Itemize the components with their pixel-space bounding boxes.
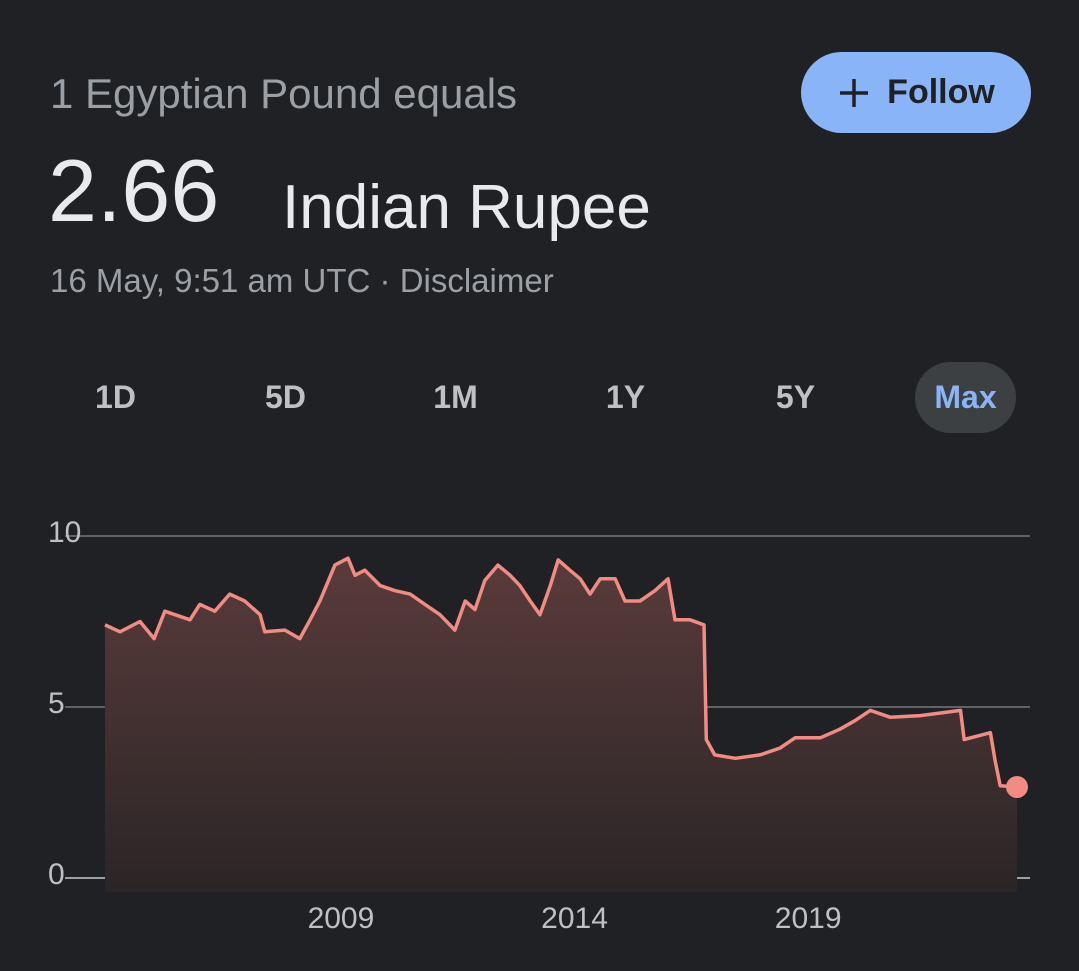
range-tab[interactable]: 5Y (775, 379, 816, 415)
separator: · (379, 262, 391, 299)
last-point (1006, 776, 1028, 799)
line (104, 556, 1018, 789)
disclaimer-link[interactable]: Disclaimer (399, 262, 554, 299)
chart: 0 5 10 2009 2014 2019 (48, 516, 1030, 935)
range-tab[interactable]: 1D (95, 379, 136, 415)
y-tick-label: 10 (48, 516, 81, 549)
y-tick-label: 0 (48, 858, 65, 891)
timestamp: 16 May, 9:51 am UTC (50, 262, 371, 299)
x-tick-label: 2014 (541, 902, 608, 935)
y-tick-label: 5 (48, 687, 65, 720)
follow-label: Follow (887, 73, 995, 111)
range-tab[interactable]: Max (915, 362, 1016, 433)
follow-button[interactable]: Follow (801, 52, 1031, 133)
x-tick-label: 2019 (775, 902, 842, 935)
rate-unit: Indian Rupee (282, 173, 651, 242)
range-tab[interactable]: 1Y (605, 379, 646, 415)
range-tab[interactable]: 5D (265, 379, 306, 415)
range-tab[interactable]: 1M (433, 379, 478, 415)
area (105, 558, 1017, 892)
timestamp-row: 16 May, 9:51 am UTC · Disclaimer (50, 262, 554, 300)
subtitle: 1 Egyptian Pound equals (50, 70, 518, 117)
plus-icon (840, 78, 869, 107)
x-tick-label: 2009 (308, 902, 375, 935)
rate-value: 2.66 (48, 141, 220, 240)
